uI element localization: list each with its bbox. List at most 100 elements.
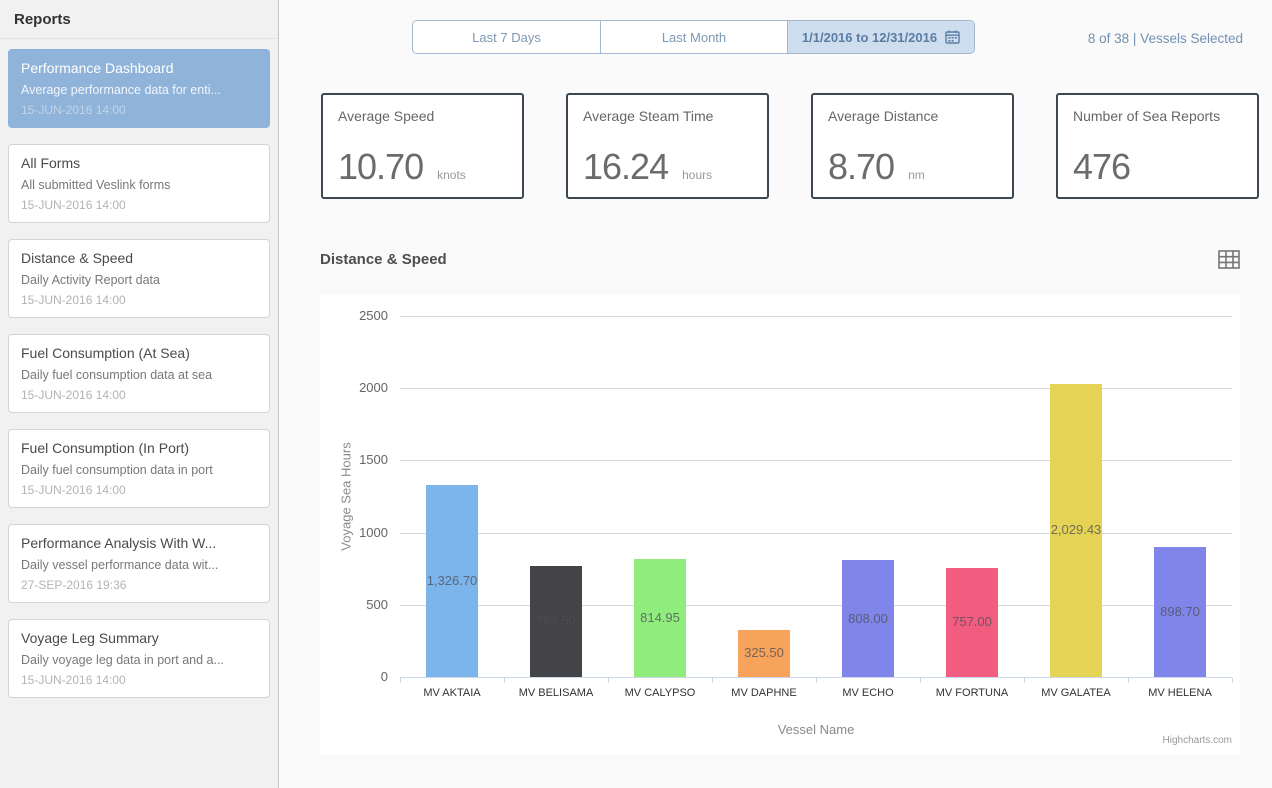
vessels-selected-text: 8 of 38 | Vessels Selected: [1087, 31, 1243, 46]
report-date: 15-JUN-2016 14:00: [21, 388, 126, 402]
x-axis-tick: [1232, 678, 1233, 683]
y-tick-label: 0: [380, 669, 388, 684]
gridline: [400, 388, 1232, 390]
report-date: 15-JUN-2016 14:00: [21, 293, 126, 307]
main-content: Last 7 Days Last Month 1/1/2016 to 12/31…: [280, 0, 1272, 788]
kpi-label: Average Speed: [338, 108, 435, 124]
x-axis-tick: [400, 678, 401, 683]
kpi-card-average-steam-time: Average Steam Time 16.24 hours: [566, 93, 769, 199]
bar-value-label: 325.50: [744, 645, 784, 661]
kpi-card-number-of-sea-reports: Number of Sea Reports 476: [1056, 93, 1259, 199]
report-title: Voyage Leg Summary: [21, 630, 159, 646]
x-axis-tick: [1128, 678, 1129, 683]
x-axis-line: [400, 677, 1232, 678]
x-axis-tick: [712, 678, 713, 683]
report-title: Distance & Speed: [21, 250, 134, 266]
sidebar-title: Reports: [0, 0, 278, 39]
sidebar-item-voyage-leg-summary[interactable]: Voyage Leg Summary Daily voyage leg data…: [8, 619, 270, 698]
kpi-unit: knots: [437, 168, 466, 182]
gridline: [400, 316, 1232, 317]
gridline: [400, 460, 1232, 462]
bar-value-label: 814.95: [640, 610, 680, 626]
kpi-value: 10.70: [338, 146, 424, 187]
sidebar-item-performance-analysis[interactable]: Performance Analysis With W... Daily ves…: [8, 524, 270, 603]
gridline: [400, 532, 1232, 534]
bar[interactable]: [530, 565, 582, 677]
bar[interactable]: [1154, 547, 1206, 677]
report-date: 15-JUN-2016 14:00: [21, 198, 126, 212]
bar-value-label: 808.00: [848, 610, 888, 626]
bar-value-label: 769.50: [536, 613, 576, 629]
bar-value-label: 898.70: [1160, 604, 1200, 620]
report-subtitle: Daily Activity Report data: [21, 273, 160, 287]
report-subtitle: Daily fuel consumption data at sea: [21, 368, 213, 382]
gridline: [400, 604, 1232, 606]
report-date: 15-JUN-2016 14:00: [21, 483, 126, 497]
bar[interactable]: [634, 559, 686, 677]
x-tick-label: MV GALATEA: [1041, 687, 1111, 699]
last-month-label: Last Month: [661, 29, 727, 45]
table-grid-icon[interactable]: [1217, 250, 1241, 272]
kpi-label: Number of Sea Reports: [1073, 108, 1221, 124]
highcharts-credit: Highcharts.com: [1162, 735, 1232, 746]
kpi-label: Average Steam Time: [583, 108, 714, 124]
report-title: All Forms: [21, 155, 81, 171]
kpi-label: Average Distance: [828, 108, 939, 124]
y-axis-title: Voyage Sea Hours: [338, 442, 354, 551]
report-title: Performance Analysis With W...: [21, 535, 217, 551]
x-tick-label: MV FORTUNA: [935, 687, 1009, 699]
kpi-card-average-distance: Average Distance 8.70 nm: [811, 93, 1014, 199]
bar-value-label: 757.00: [952, 614, 992, 630]
sidebar-item-all-forms[interactable]: All Forms All submitted Veslink forms 15…: [8, 144, 270, 223]
bar[interactable]: [1050, 383, 1102, 677]
sidebar-item-distance-speed[interactable]: Distance & Speed Daily Activity Report d…: [8, 239, 270, 318]
x-axis-tick: [920, 678, 921, 683]
date-range-group: Last 7 Days Last Month 1/1/2016 to 12/31…: [412, 20, 975, 54]
bar[interactable]: [842, 560, 894, 677]
report-subtitle: All submitted Veslink forms: [21, 178, 171, 192]
report-title: Performance Dashboard: [21, 60, 174, 76]
x-axis-tick: [816, 678, 817, 683]
kpi-card-average-speed: Average Speed 10.70 knots: [321, 93, 524, 199]
report-list: Performance Dashboard Average performanc…: [0, 39, 278, 724]
report-subtitle: Daily vessel performance data wit...: [21, 558, 219, 572]
y-tick-label: 2000: [359, 380, 388, 396]
report-date: 27-SEP-2016 19:36: [21, 578, 127, 592]
report-date: 15-JUN-2016 14:00: [21, 673, 126, 687]
y-tick-label: 1500: [359, 452, 388, 468]
kpi-value: 8.70: [828, 146, 895, 187]
x-axis-title: Vessel Name: [777, 722, 855, 737]
last-month-button[interactable]: Last Month: [600, 21, 787, 53]
kpi-unit: hours: [682, 168, 713, 182]
x-axis-tick: [608, 678, 609, 683]
report-subtitle: Daily fuel consumption data in port: [21, 463, 213, 477]
kpi-unit: nm: [908, 168, 925, 182]
custom-date-range-button[interactable]: 1/1/2016 to 12/31/2016: [787, 21, 974, 53]
calendar-icon: [945, 30, 960, 44]
sidebar-item-fuel-consumption-in-port[interactable]: Fuel Consumption (In Port) Daily fuel co…: [8, 429, 270, 508]
sidebar-item-performance-dashboard[interactable]: Performance Dashboard Average performanc…: [8, 49, 270, 128]
bar[interactable]: [426, 485, 478, 677]
x-axis-tick: [1024, 678, 1025, 683]
x-tick-label: MV HELENA: [1148, 687, 1212, 699]
x-tick-label: MV DAPHNE: [731, 687, 797, 699]
y-tick-label: 1000: [359, 524, 388, 540]
chart-section-title: Distance & Speed: [320, 251, 447, 268]
sidebar-item-fuel-consumption-at-sea[interactable]: Fuel Consumption (At Sea) Daily fuel con…: [8, 334, 270, 413]
bar[interactable]: [738, 629, 790, 677]
bar[interactable]: [946, 567, 998, 677]
sidebar: Reports Performance Dashboard Average pe…: [0, 0, 279, 788]
x-axis-tick: [504, 678, 505, 683]
bar-value-label: 2,029.43: [1050, 522, 1102, 538]
report-subtitle: Daily voyage leg data in port and a...: [21, 653, 224, 667]
bar-chart: Voyage Sea Hours Vessel Name Highcharts.…: [320, 295, 1240, 755]
y-tick-label: 500: [366, 596, 388, 612]
kpi-value: 476: [1073, 146, 1131, 187]
kpi-row: Average Speed 10.70 knots Average Steam …: [321, 93, 1259, 199]
last-7-days-label: Last 7 Days: [472, 29, 541, 45]
report-title: Fuel Consumption (In Port): [21, 440, 190, 456]
report-date: 15-JUN-2016 14:00: [21, 103, 126, 117]
last-7-days-button[interactable]: Last 7 Days: [413, 21, 600, 53]
x-tick-label: MV CALYPSO: [624, 687, 696, 699]
x-tick-label: MV BELISAMA: [518, 687, 594, 699]
